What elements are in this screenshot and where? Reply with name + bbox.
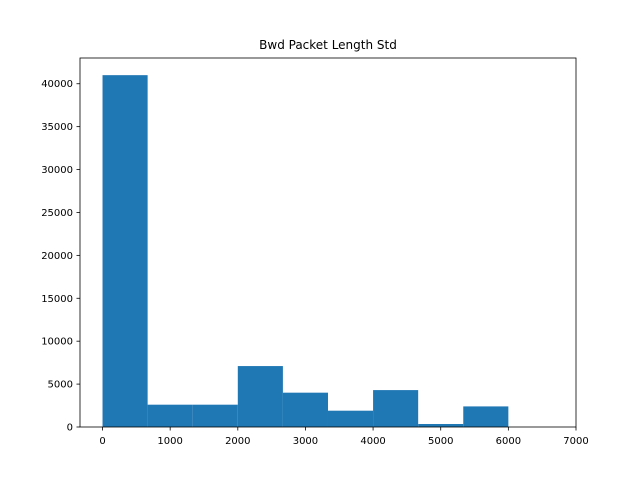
y-tick-label: 30000 [41,165,73,176]
histogram-bar-3 [237,366,283,427]
y-tick-label: 20000 [41,251,73,262]
y-tick-label: 40000 [41,79,73,90]
histogram-bar-4 [282,392,328,427]
y-tick-label: 15000 [41,294,73,305]
histogram-bar-0 [102,75,148,428]
y-tick-label: 0 [67,423,73,434]
x-tick-label: 5000 [428,436,453,447]
y-axis-ticks: 0 5000 10000 15000 20000 25000 30000 35000 40000 [41,79,80,434]
x-tick-label: 2000 [225,436,250,447]
x-tick-label: 0 [99,436,105,447]
histogram-bar-6 [373,390,419,427]
plot-frame [79,57,577,428]
histogram-bar-5 [327,410,374,427]
chart-title: Bwd Packet Length Std [259,38,397,52]
x-tick-label: 1000 [157,436,182,447]
histogram-bar-8 [463,406,509,427]
histogram-bar-7 [418,423,464,427]
x-tick-label: 4000 [360,436,385,447]
y-tick-label: 35000 [41,122,73,133]
y-tick-label: 5000 [48,380,73,391]
histogram-bars [102,75,509,428]
y-tick-label: 10000 [41,337,73,348]
x-axis-ticks: 0 1000 2000 3000 4000 5000 6000 7000 [99,427,589,447]
y-tick-label: 25000 [41,208,73,219]
x-tick-label: 3000 [293,436,318,447]
x-tick-label: 7000 [563,436,588,447]
x-tick-label: 6000 [496,436,521,447]
histogram-bar-1 [147,404,193,427]
histogram-bar-2 [192,404,238,427]
